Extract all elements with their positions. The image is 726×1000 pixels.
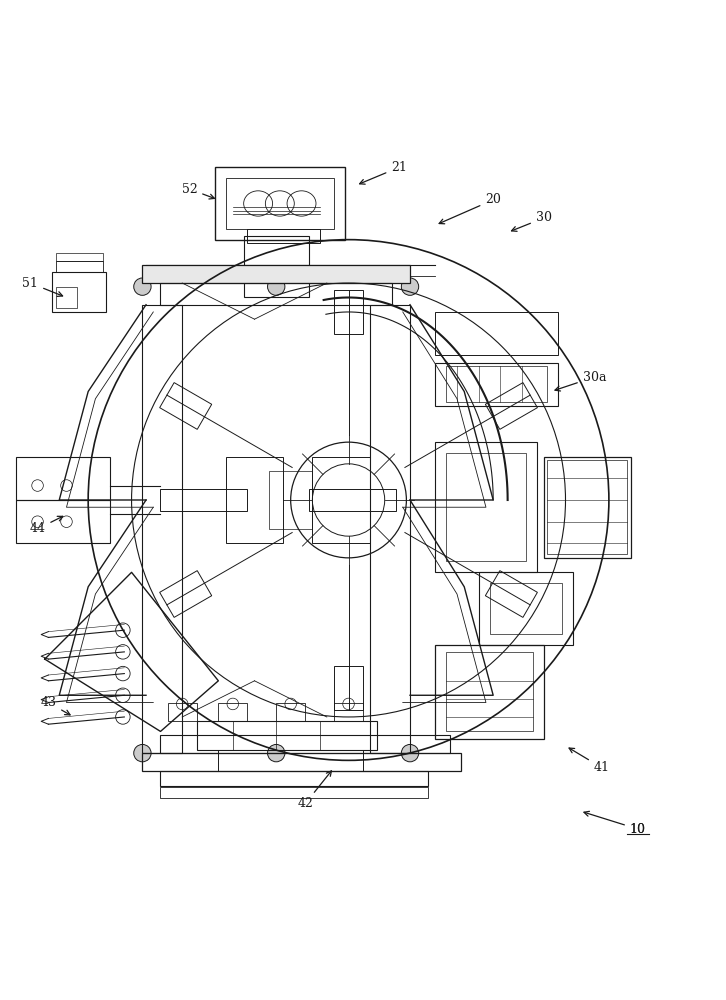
Text: 41: 41: [569, 748, 610, 774]
Bar: [436, 645, 544, 739]
Bar: [56, 253, 102, 261]
Bar: [312, 457, 370, 543]
Bar: [215, 167, 345, 240]
Bar: [197, 721, 378, 750]
Bar: [219, 750, 363, 771]
Bar: [16, 457, 110, 500]
Circle shape: [134, 744, 151, 762]
Bar: [56, 287, 78, 308]
Circle shape: [401, 744, 419, 762]
Bar: [160, 489, 248, 511]
Bar: [248, 229, 319, 243]
Bar: [276, 703, 305, 721]
Text: 42: 42: [297, 771, 332, 810]
Bar: [486, 383, 537, 429]
Text: 21: 21: [359, 161, 407, 184]
Bar: [142, 305, 182, 753]
Text: 30a: 30a: [555, 371, 606, 391]
Bar: [226, 457, 283, 543]
Bar: [334, 666, 363, 710]
Bar: [436, 312, 558, 355]
Text: 44: 44: [30, 516, 62, 535]
Bar: [436, 363, 558, 406]
Bar: [160, 283, 392, 305]
Bar: [142, 753, 460, 771]
Bar: [370, 305, 410, 753]
Bar: [269, 471, 312, 529]
Bar: [309, 489, 396, 511]
Bar: [244, 236, 309, 297]
Bar: [446, 366, 547, 402]
Bar: [52, 272, 106, 312]
Circle shape: [134, 278, 151, 295]
Bar: [160, 571, 212, 617]
Text: 20: 20: [439, 193, 501, 224]
Bar: [160, 771, 428, 786]
Bar: [334, 290, 363, 334]
Bar: [544, 457, 631, 558]
Bar: [219, 703, 248, 721]
Text: 52: 52: [182, 183, 214, 199]
Bar: [160, 787, 428, 798]
Bar: [478, 572, 573, 645]
Text: 10: 10: [630, 823, 646, 836]
Bar: [160, 735, 450, 753]
Text: 51: 51: [23, 277, 62, 296]
Circle shape: [268, 744, 285, 762]
Bar: [160, 383, 212, 429]
Circle shape: [268, 278, 285, 295]
Bar: [142, 265, 410, 283]
Bar: [446, 453, 526, 561]
Bar: [436, 442, 537, 572]
Bar: [489, 583, 562, 634]
Bar: [16, 500, 110, 543]
Bar: [56, 261, 102, 272]
Text: 10: 10: [584, 811, 646, 836]
Text: 30: 30: [512, 211, 552, 231]
Bar: [446, 652, 533, 731]
Bar: [486, 571, 537, 617]
Bar: [168, 703, 197, 721]
Text: 43: 43: [41, 696, 70, 715]
Bar: [334, 703, 363, 721]
Bar: [226, 178, 334, 229]
Circle shape: [401, 278, 419, 295]
Bar: [547, 460, 627, 554]
